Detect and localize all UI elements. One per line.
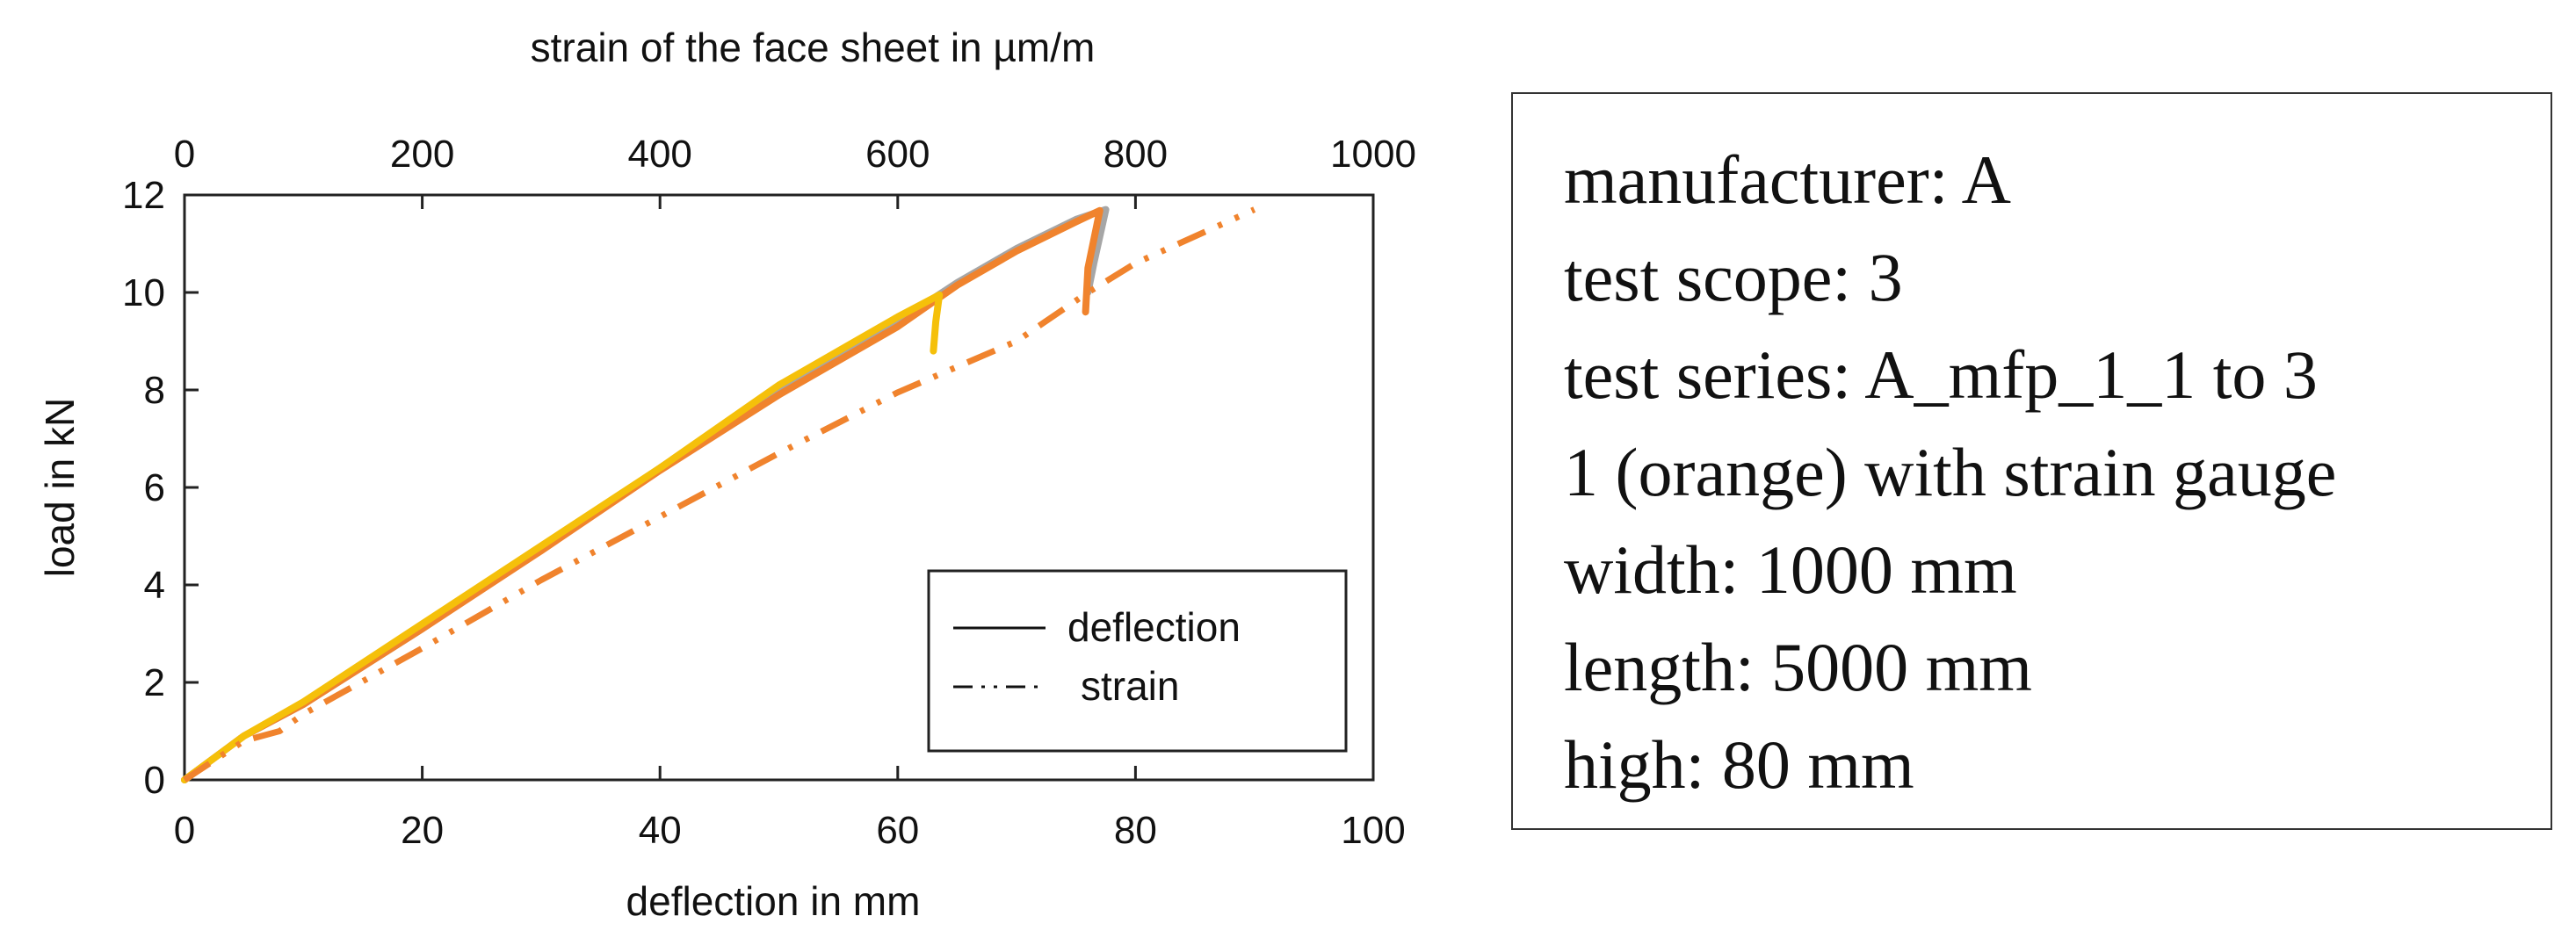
x-tick-label: 20: [401, 809, 444, 852]
x-tick-label: 40: [639, 809, 682, 852]
x-tick-label: 60: [876, 809, 919, 852]
y-tick-label: 12: [122, 174, 165, 217]
series-layer: [181, 206, 1256, 783]
legend: deflection strain: [927, 569, 1348, 753]
y-tick-label: 6: [144, 466, 165, 509]
x-tick-label: 100: [1341, 809, 1405, 852]
x2-axis-title: strain of the face sheet in µm/m: [531, 25, 1096, 70]
series-line-2: [181, 291, 944, 783]
info-length: length: 5000 mm: [1564, 629, 2032, 705]
info-strain-gauge: 1 (orange) with strain gauge: [1564, 434, 2337, 510]
x2-tick-label: 800: [1103, 133, 1168, 176]
legend-strain-label: strain: [1081, 663, 1179, 709]
y-tick-label: 2: [144, 661, 165, 704]
y-tick-label: 4: [144, 564, 165, 607]
info-test-scope: test scope: 3: [1564, 239, 1903, 315]
x2-tick-label: 400: [627, 133, 691, 176]
info-height: high: 80 mm: [1564, 726, 1914, 803]
x2-tick-label: 600: [865, 133, 930, 176]
x2-tick-label: 200: [390, 133, 454, 176]
x2-tick-label: 0: [174, 133, 195, 176]
x2-tick-label: 1000: [1330, 133, 1416, 176]
y-tick-label: 10: [122, 271, 165, 314]
bottom-axis-ticks: 0 20 40 60 80 100: [174, 766, 1406, 852]
top-axis-ticks: 0 200 400 600 800 1000: [174, 133, 1416, 209]
y-tick-label: 8: [144, 369, 165, 412]
info-panel: manufacturer: A test scope: 3 test serie…: [1511, 92, 2552, 830]
y-axis-title: load in kN: [37, 398, 83, 578]
x-axis-title: deflection in mm: [626, 878, 921, 924]
left-axis-ticks: 0 2 4 6 8 10 12: [122, 174, 199, 802]
legend-box: [927, 569, 1348, 753]
info-lines: manufacturer: A test scope: 3 test serie…: [1564, 131, 2336, 813]
info-width: width: 1000 mm: [1564, 531, 2017, 608]
x-tick-label: 80: [1114, 809, 1157, 852]
info-manufacturer: manufacturer: A: [1564, 141, 2011, 218]
chart: 0 20 40 60 80 100 0 200 400 600 800 1000 0 2 4 6 8 10 12…: [37, 25, 1416, 924]
series-line-3: [183, 206, 1256, 783]
y-tick-label: 0: [144, 759, 165, 802]
x-tick-label: 0: [174, 809, 195, 852]
legend-deflection-label: deflection: [1067, 604, 1241, 650]
info-test-series: test series: A_mfp_1_1 to 3: [1564, 336, 2318, 413]
